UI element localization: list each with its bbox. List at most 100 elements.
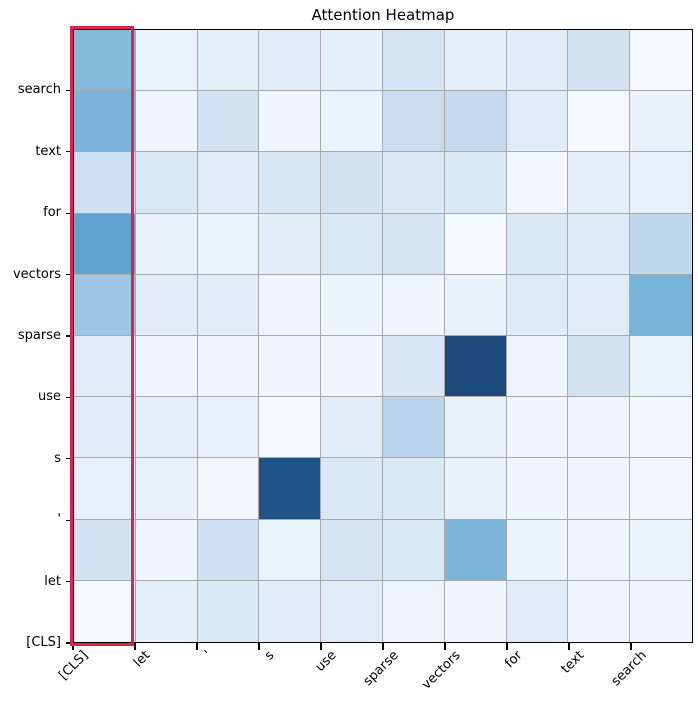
heatmap-cell <box>444 91 507 153</box>
heatmap-cell <box>506 336 569 398</box>
heatmap-cell <box>135 91 198 153</box>
heatmap-cell <box>382 30 445 92</box>
heatmap-cell <box>506 274 569 336</box>
heatmap-cell <box>74 458 136 520</box>
heatmap-cell <box>197 336 260 398</box>
x-axis-tick-label: ' <box>202 648 216 662</box>
heatmap-cell <box>259 336 322 398</box>
heatmap-cell <box>506 30 569 92</box>
heatmap-cell <box>568 91 631 153</box>
heatmap-cell <box>197 397 260 459</box>
x-tick-mark <box>568 643 570 650</box>
heatmap-cell <box>321 580 383 642</box>
heatmap-cell <box>444 397 507 459</box>
heatmap-cell <box>568 580 631 642</box>
heatmap-cell <box>74 152 136 214</box>
x-axis-tick-label: [CLS] <box>56 648 92 684</box>
heatmap-cell <box>630 580 692 642</box>
heatmap-grid <box>74 30 692 642</box>
y-axis-tick-label: sparse <box>17 328 61 343</box>
heatmap-cell <box>506 213 569 275</box>
heatmap-cell <box>197 213 260 275</box>
y-tick-mark <box>66 151 73 153</box>
heatmap-cell <box>444 519 507 581</box>
heatmap-cell <box>444 336 507 398</box>
heatmap-cell <box>135 152 198 214</box>
x-axis-tick-label: let <box>131 648 154 671</box>
heatmap-cell <box>382 397 445 459</box>
y-tick-mark <box>66 335 73 337</box>
heatmap-cell <box>630 213 692 275</box>
x-tick-mark <box>506 643 508 650</box>
y-axis-tick-label: let <box>44 573 61 589</box>
y-axis-tick-label: search <box>17 82 61 98</box>
heatmap-cell <box>506 519 569 581</box>
heatmap-cell <box>444 580 507 642</box>
y-tick-mark <box>66 396 73 399</box>
heatmap-cell <box>197 274 260 336</box>
heatmap-cell <box>568 336 631 398</box>
heatmap-cell <box>444 458 507 520</box>
heatmap-cell <box>197 519 260 581</box>
heatmap-cell <box>382 458 445 520</box>
heatmap-cell <box>74 274 136 336</box>
heatmap-cell <box>568 274 631 336</box>
heatmap-cell <box>74 213 136 275</box>
heatmap-cell <box>568 397 631 459</box>
y-tick-mark <box>66 212 73 214</box>
heatmap-cell <box>382 91 445 153</box>
heatmap-cell <box>506 458 569 520</box>
x-tick-mark <box>258 643 260 650</box>
heatmap-cell <box>382 580 445 642</box>
y-axis-tick-label: [CLS] <box>26 635 61 650</box>
heatmap-cell <box>321 519 383 581</box>
heatmap-cell <box>568 458 631 520</box>
heatmap-cell <box>135 274 198 336</box>
heatmap-cell <box>630 30 692 92</box>
y-tick-mark <box>66 642 73 644</box>
y-tick-mark <box>66 89 73 92</box>
heatmap-cell <box>135 519 198 581</box>
heatmap-cell <box>259 274 322 336</box>
x-axis-tick-label: s <box>262 648 278 664</box>
heatmap-cell <box>259 91 322 153</box>
heatmap-cell <box>321 152 383 214</box>
heatmap-cell <box>321 458 383 520</box>
heatmap-cell <box>382 274 445 336</box>
heatmap-cell <box>630 397 692 459</box>
x-axis-tick-label: text <box>558 648 588 677</box>
heatmap-cell <box>321 397 383 459</box>
x-tick-mark <box>196 643 198 650</box>
y-axis-tick-label: for <box>43 205 61 221</box>
x-axis-tick-label: vectors <box>419 648 464 693</box>
x-tick-mark <box>72 643 74 650</box>
heatmap-cell <box>197 30 260 92</box>
y-axis-tick-label: ' <box>57 512 61 528</box>
x-axis-tick-label: use <box>312 648 340 675</box>
heatmap-cell <box>135 580 198 642</box>
heatmap-cell <box>259 152 322 214</box>
heatmap-cell <box>74 397 136 459</box>
y-tick-mark <box>66 581 73 583</box>
heatmap-cell <box>382 336 445 398</box>
heatmap-cell <box>568 519 631 581</box>
heatmap-cell <box>630 458 692 520</box>
heatmap-cell <box>321 213 383 275</box>
heatmap-cell <box>630 519 692 581</box>
heatmap-cell <box>630 274 692 336</box>
x-tick-mark <box>444 643 446 650</box>
heatmap-cell <box>630 152 692 214</box>
heatmap-cell <box>506 397 569 459</box>
heatmap-cell <box>568 213 631 275</box>
x-tick-mark <box>630 643 632 650</box>
heatmap-cell <box>135 397 198 459</box>
x-axis-tick-label: sparse <box>360 648 402 690</box>
heatmap-cell <box>259 580 322 642</box>
heatmap-cell <box>259 458 322 520</box>
heatmap-cell <box>382 213 445 275</box>
y-axis-tick-label: use <box>37 389 61 405</box>
heatmap-cell <box>506 91 569 153</box>
x-axis-tick-label: search <box>608 648 650 690</box>
heatmap-cell <box>321 91 383 153</box>
